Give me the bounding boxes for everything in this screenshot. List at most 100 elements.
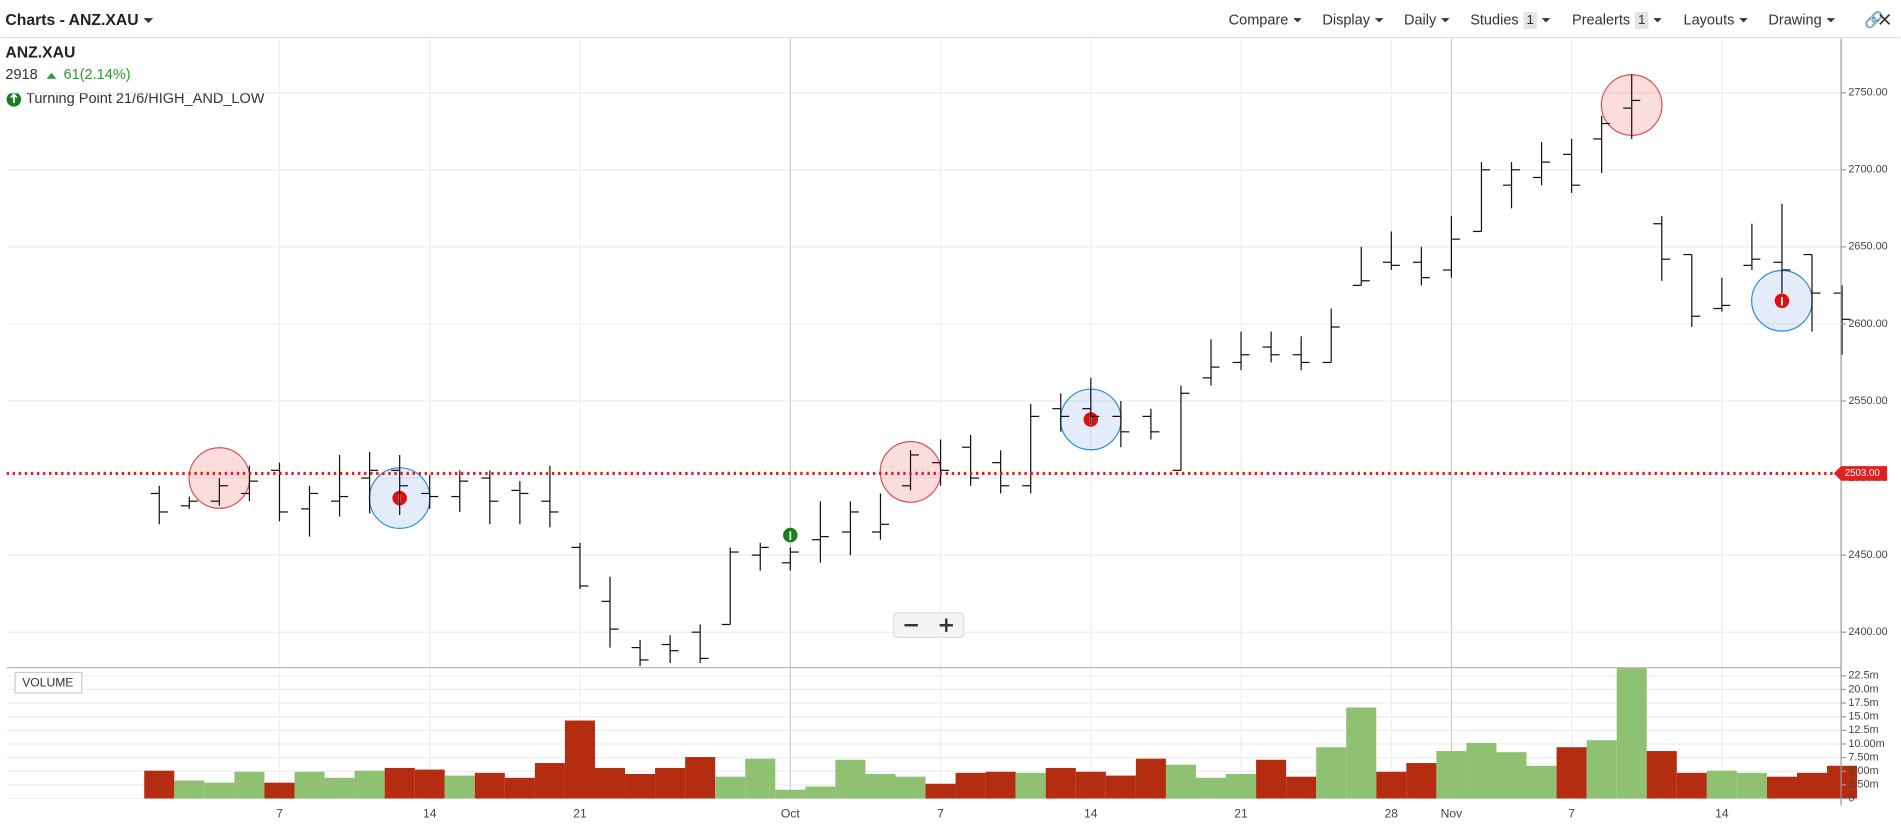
volume-tick-label: 10.00m	[1848, 738, 1884, 750]
x-tick-label: 7	[276, 806, 283, 820]
volume-bar	[324, 777, 355, 799]
up-arrow	[46, 72, 57, 79]
volume-bar	[1376, 771, 1407, 799]
study-icon-arrow	[10, 93, 18, 103]
volume-bar	[625, 773, 656, 799]
volume-bar	[204, 782, 235, 799]
volume-bar	[504, 777, 535, 799]
volume-bar	[414, 769, 445, 799]
x-tick-label: 14	[423, 806, 437, 820]
volume-bar	[1316, 747, 1347, 799]
volume-bar	[925, 783, 956, 799]
caret	[143, 18, 154, 24]
volume-bar	[1015, 772, 1046, 799]
toolbar-item[interactable]: Display	[1322, 12, 1370, 28]
volume-bar	[1075, 771, 1106, 799]
y-tick-label: 2600.00	[1848, 318, 1887, 330]
toolbar-item[interactable]: Layouts	[1684, 12, 1735, 28]
volume-tick-label: 20.0m	[1848, 683, 1878, 695]
volume-tick-label: 12.5m	[1848, 724, 1878, 736]
volume-tick-label: 0	[1848, 792, 1854, 804]
x-tick-label: Nov	[1441, 806, 1463, 820]
y-tick-label: 2750.00	[1848, 87, 1887, 99]
volume-bar	[474, 772, 505, 799]
axes: 2400.002450.002500.002550.002600.002650.…	[276, 87, 1888, 821]
volume-bar	[1556, 747, 1587, 799]
volume-bar	[1496, 752, 1527, 799]
caret	[1826, 18, 1836, 23]
volume-bar	[895, 776, 926, 799]
volume-label: VOLUME	[22, 676, 73, 690]
volume-bar	[1436, 751, 1467, 799]
volume-bar	[985, 771, 1016, 799]
volume-bar	[1165, 764, 1196, 799]
volume-tick-label: 5.00m	[1848, 765, 1878, 777]
x-tick-label: 21	[1234, 806, 1248, 820]
volume-tick-label: 2.50m	[1848, 779, 1878, 791]
y-tick-label: 2450.00	[1848, 549, 1887, 561]
volume-bar	[1526, 765, 1557, 799]
x-tick-label: Oct	[781, 806, 800, 820]
volume-bar	[835, 759, 866, 799]
x-tick-label: 14	[1715, 806, 1729, 820]
volume-bar	[1406, 763, 1437, 799]
volume-tick-label: 22.5m	[1848, 670, 1878, 682]
toolbar-item[interactable]: Drawing	[1768, 12, 1821, 28]
volume-bar	[1676, 772, 1707, 799]
x-tick-label: 7	[1568, 806, 1575, 820]
y-tick-label: 2700.00	[1848, 164, 1887, 176]
volume-bar	[354, 770, 385, 799]
caret	[1541, 18, 1551, 23]
volume-bar	[1346, 707, 1377, 799]
volume-bar	[715, 776, 746, 799]
badge-bg	[1635, 12, 1649, 30]
volume-bar	[1256, 759, 1287, 799]
volume-bar	[1586, 740, 1617, 799]
toolbar-item[interactable]: Compare	[1229, 12, 1289, 28]
badge: 1	[1638, 12, 1645, 27]
volume-bar	[1736, 772, 1767, 799]
change: 61(2.14%)	[64, 67, 131, 83]
volume-bar	[1135, 758, 1166, 799]
volume-bar	[234, 771, 265, 799]
volume-bar	[1045, 767, 1076, 799]
y-tick-label: 2650.00	[1848, 241, 1887, 253]
caret	[1739, 18, 1748, 23]
caret	[1653, 18, 1662, 23]
volume-bar	[564, 720, 595, 799]
volume-bar	[655, 767, 686, 799]
volume-tick-label: 15.0m	[1848, 711, 1878, 723]
y-tick-label: 2400.00	[1848, 626, 1887, 638]
badge-bg	[1523, 12, 1537, 30]
link-icon[interactable]: 🔗	[1864, 10, 1884, 29]
volume-bar	[955, 772, 986, 799]
volume-tick-label: 7.50m	[1848, 751, 1878, 763]
volume-bar	[1766, 776, 1797, 799]
caret	[1374, 18, 1384, 23]
toolbar-item[interactable]: Daily	[1404, 12, 1437, 28]
volume-bar	[1646, 751, 1677, 799]
toolbar-item[interactable]: Studies	[1470, 12, 1518, 28]
badge: 1	[1527, 12, 1534, 27]
volume-bar	[1195, 777, 1227, 799]
toolbar-item[interactable]: Prealerts	[1572, 12, 1630, 28]
x-tick-label: 7	[937, 806, 944, 820]
x-tick-label: 14	[1084, 806, 1098, 820]
study-label[interactable]: Turning Point 21/6/HIGH_AND_LOW	[26, 91, 265, 107]
app-title[interactable]: Charts - ANZ.XAU	[5, 12, 138, 29]
volume-bar	[1796, 772, 1828, 799]
volume-bar	[745, 758, 776, 799]
volume-bar	[1286, 776, 1317, 799]
volume-bar	[144, 770, 175, 799]
zoom-in[interactable]	[939, 618, 953, 632]
symbol: ANZ.XAU	[5, 44, 75, 61]
plot	[6, 38, 1858, 800]
volume-bar	[534, 763, 565, 799]
close-button[interactable]	[1879, 13, 1891, 25]
price-tag	[1833, 466, 1888, 481]
volume-bar	[264, 782, 295, 799]
zoom-control	[892, 612, 965, 638]
